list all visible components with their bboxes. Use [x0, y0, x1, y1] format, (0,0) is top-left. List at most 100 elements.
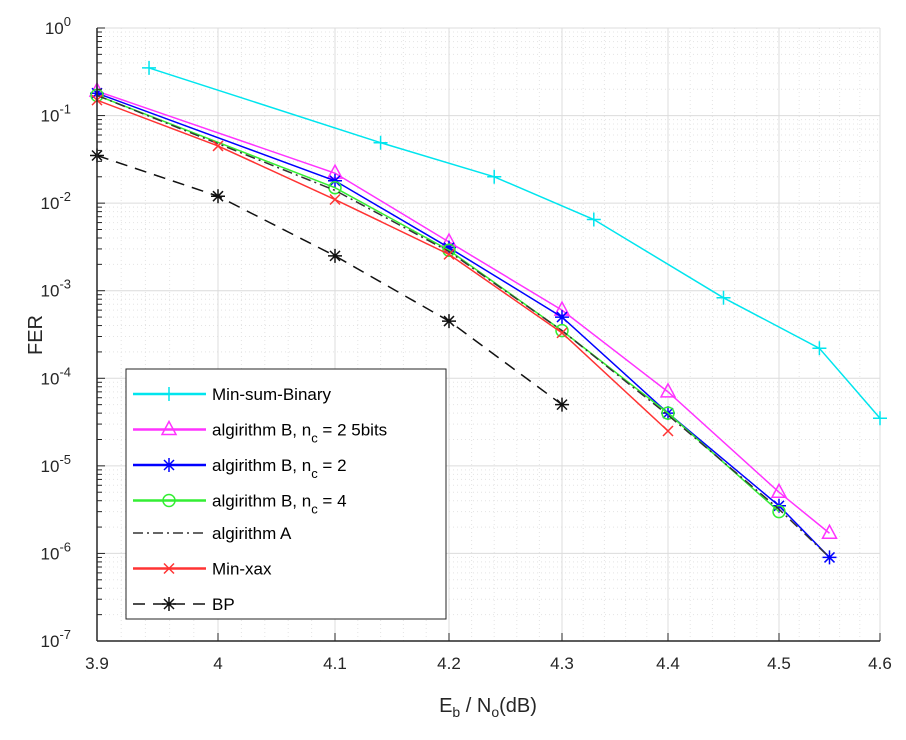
series-bp-line — [96, 154, 563, 406]
marker-circle — [162, 493, 176, 508]
marker-plus — [716, 290, 731, 305]
x-axis-label: Eb / No(dB) — [439, 695, 537, 720]
data-point — [555, 397, 569, 412]
marker-triangle — [659, 382, 677, 398]
x-tick-label: 4.6 — [868, 654, 892, 673]
x-tick-label: 3.9 — [85, 654, 109, 673]
marker-x — [212, 140, 224, 152]
y-axis-label: FER — [25, 315, 47, 355]
data-point — [770, 482, 788, 498]
marker-asterisk — [555, 310, 569, 325]
marker-x — [556, 327, 568, 339]
legend-label: BP — [212, 595, 235, 614]
y-tick-label: 10-1 — [41, 102, 71, 126]
marker-asterisk — [442, 314, 456, 329]
marker-plus — [373, 135, 388, 150]
legend-label: algirithm A — [212, 524, 292, 543]
x-tick-label: 4.2 — [437, 654, 461, 673]
data-point — [556, 327, 568, 339]
marker-x — [443, 248, 455, 260]
y-tick-label: 10-7 — [41, 627, 71, 651]
marker-asterisk — [822, 550, 837, 565]
data-point — [442, 314, 456, 329]
marker-plus — [586, 212, 601, 227]
marker-asterisk — [162, 458, 176, 472]
legend-entry: algirithm B, nc = 4 — [133, 492, 347, 517]
legend-label: algirithm B, nc = 2 — [212, 456, 347, 481]
data-point — [822, 550, 837, 565]
y-tick-label: 10-2 — [41, 189, 71, 213]
series-algirithm-a — [96, 94, 831, 558]
data-point — [586, 212, 601, 227]
data-point — [211, 189, 225, 204]
marker-triangle — [821, 523, 838, 539]
legend-marker — [163, 562, 175, 575]
series-min-xax — [91, 94, 674, 437]
legend-marker — [162, 387, 176, 401]
data-point — [662, 425, 674, 437]
x-tick-label: 4.5 — [767, 654, 791, 673]
data-point — [212, 140, 224, 152]
data-point — [812, 341, 827, 356]
data-point — [442, 243, 456, 257]
legend-marker — [162, 597, 176, 611]
marker-x — [662, 425, 674, 437]
data-point — [329, 193, 341, 206]
x-tick-label: 4 — [213, 654, 222, 673]
series-min-sum-binary-line — [148, 67, 881, 419]
data-point — [716, 290, 731, 305]
legend-marker — [162, 493, 176, 508]
legend-label: Min-sum-Binary — [212, 385, 332, 404]
marker-circle — [555, 323, 569, 338]
marker-asterisk — [211, 189, 225, 204]
marker-plus — [873, 411, 887, 426]
axes: 3.9 4 4.1 4.2 4.3 4.4 4.5 4.6 100 10-1 10-2 10-3 10-… — [41, 14, 892, 673]
data-point — [328, 173, 342, 188]
legend-label: Min-xax — [212, 560, 272, 579]
x-tick-label: 4.3 — [550, 654, 574, 673]
legend-entry: Min-sum-Binary — [133, 385, 332, 404]
marker-asterisk — [555, 397, 569, 412]
y-tick-label: 10-4 — [41, 364, 71, 388]
legend-entry: algirithm B, nc = 2 5bits — [133, 419, 387, 446]
data-point — [443, 248, 455, 260]
data-point — [487, 169, 502, 184]
marker-circle — [661, 406, 675, 420]
data-point — [821, 523, 838, 539]
marker-triangle — [160, 419, 178, 436]
series-algirithm-a-line — [96, 94, 831, 558]
data-point — [661, 406, 675, 420]
marker-asterisk — [442, 240, 456, 255]
marker-triangle — [770, 482, 788, 498]
grid — [96, 27, 881, 642]
data-point — [555, 310, 569, 325]
legend-label: algirithm B, nc = 2 5bits — [212, 421, 387, 446]
data-point — [442, 240, 456, 255]
x-tick-label: 4.4 — [656, 654, 680, 673]
marker-plus — [162, 387, 176, 401]
marker-circle — [442, 243, 456, 257]
legend-entry: algirithm B, nc = 2 — [133, 456, 347, 481]
marker-plus — [812, 341, 827, 356]
marker-plus — [487, 169, 502, 184]
data-point — [142, 60, 157, 75]
legend-entry: Min-xax — [133, 560, 272, 579]
legend-entry: BP — [133, 595, 235, 614]
marker-asterisk — [328, 173, 342, 188]
y-tick-label: 100 — [45, 14, 71, 38]
series-min-sum-binary — [142, 60, 887, 426]
data-point — [873, 411, 887, 426]
legend-label: algirithm B, nc = 4 — [212, 492, 347, 517]
y-tick-label: 10-6 — [41, 539, 71, 563]
marker-asterisk — [328, 248, 342, 263]
legend-entry: algirithm A — [133, 524, 292, 543]
series-min-xax-line — [96, 99, 669, 432]
legend-marker — [162, 458, 176, 472]
y-tick-label: 10-3 — [41, 277, 71, 301]
legend: Min-sum-Binary algirithm B, nc = 2 5bits a… — [125, 368, 447, 620]
legend-box — [125, 368, 447, 620]
data-point — [328, 248, 342, 263]
marker-plus — [142, 60, 157, 75]
marker-x — [163, 562, 175, 575]
